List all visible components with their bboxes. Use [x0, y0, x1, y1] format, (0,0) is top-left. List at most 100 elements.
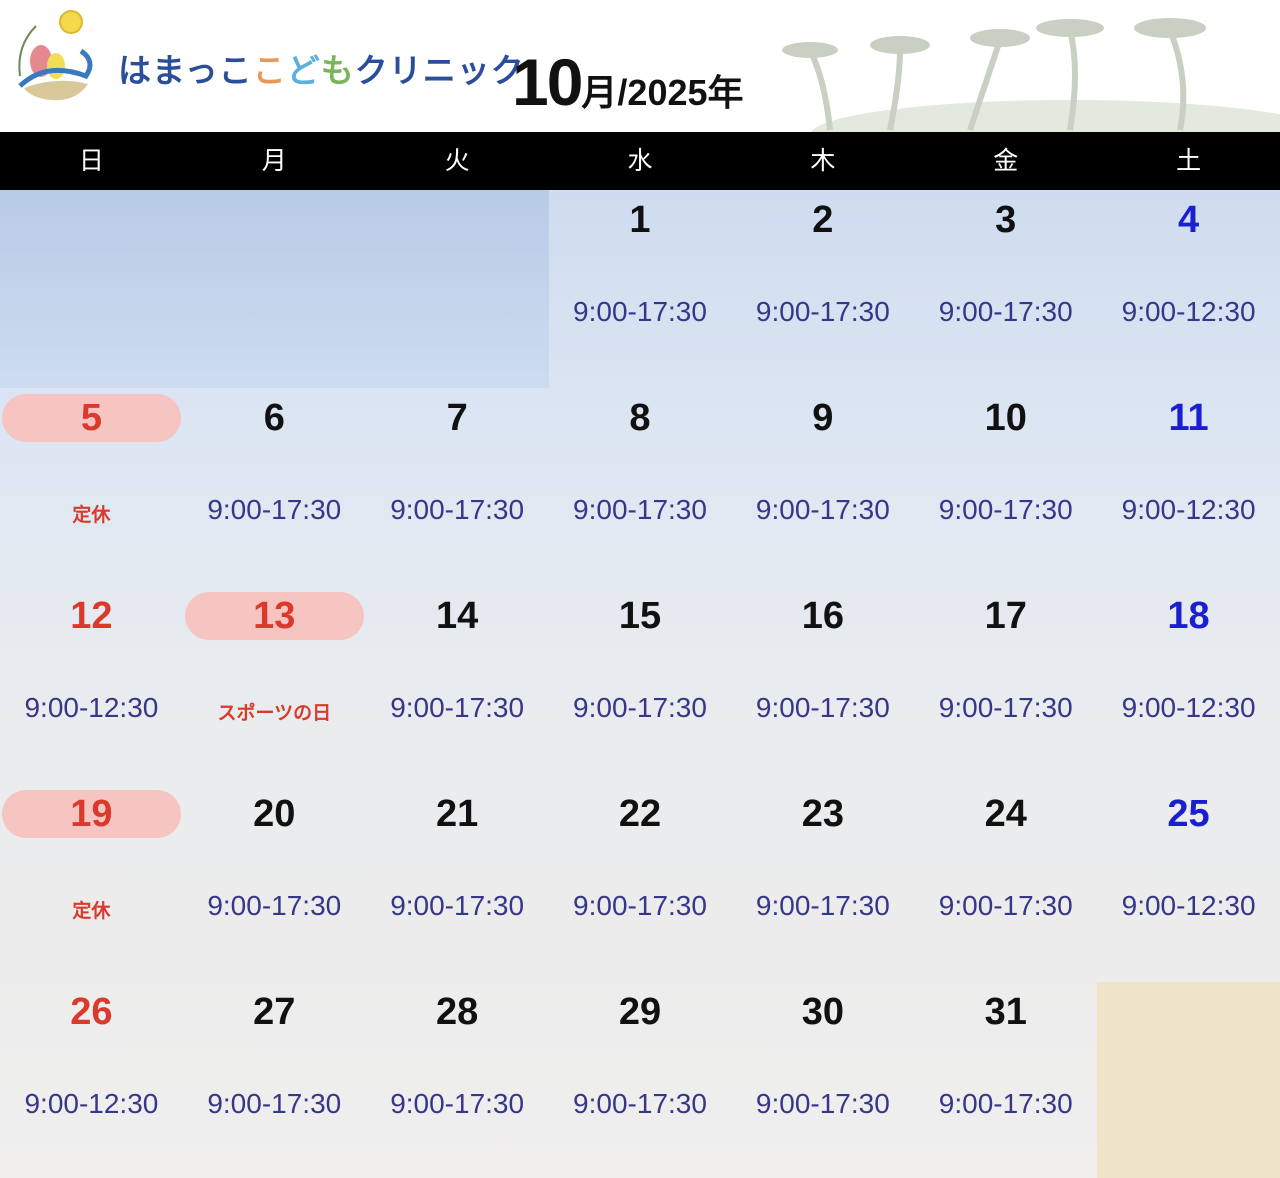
opening-hours: 9:00-12:30: [24, 692, 159, 723]
day-cell: 17 9:00-17:30: [914, 586, 1097, 784]
holiday-day-number: 19: [2, 790, 181, 838]
opening-hours: 9:00-12:30: [1121, 296, 1256, 327]
day-number: 7: [446, 397, 468, 439]
day-cell: 10 9:00-17:30: [914, 388, 1097, 586]
day-number: 2: [812, 199, 834, 241]
weekday-header-bar: 日月火水木金土: [0, 132, 1280, 190]
month-number: 10: [512, 45, 583, 119]
opening-hours: 9:00-17:30: [390, 890, 525, 921]
day-cell: 30 9:00-17:30: [731, 982, 914, 1178]
day-cell: 23 9:00-17:30: [731, 784, 914, 982]
day-number: 3: [995, 199, 1017, 241]
day-cell: 5 定休: [0, 388, 183, 586]
day-cell: 15 9:00-17:30: [549, 586, 732, 784]
opening-hours: 9:00-17:30: [207, 1088, 342, 1119]
day-number: 22: [618, 793, 662, 835]
year-label: 月/2025年: [581, 72, 744, 113]
day-number: 24: [984, 793, 1027, 835]
day-cell: 27 9:00-17:30: [183, 982, 366, 1178]
weekday-label: 日: [78, 146, 104, 175]
day-cell: 16 9:00-17:30: [731, 586, 914, 784]
day-cell: 29 9:00-17:30: [549, 982, 732, 1178]
opening-hours: 9:00-17:30: [390, 494, 525, 525]
calendar-header: はまっここどもクリニック 10月/2025年: [0, 0, 1280, 132]
day-number: 18: [1167, 595, 1210, 637]
clinic-name-part: クリニック: [354, 51, 525, 90]
day-cell: 14 9:00-17:30: [366, 586, 549, 784]
day-number: 17: [984, 595, 1027, 637]
opening-hours: 9:00-17:30: [755, 890, 890, 921]
day-number: 16: [801, 595, 844, 637]
day-number: 27: [253, 991, 296, 1033]
opening-hours: 9:00-17:30: [207, 890, 342, 921]
day-number: 9: [812, 397, 834, 439]
day-cell: 4 9:00-12:30: [1097, 190, 1280, 388]
opening-hours: 9:00-17:30: [938, 890, 1073, 921]
weekday-label: 金: [993, 146, 1019, 175]
opening-hours: 9:00-17:30: [938, 296, 1073, 327]
weekday-label: 水: [627, 146, 653, 175]
day-number: 10: [984, 397, 1027, 439]
opening-hours: 9:00-17:30: [938, 692, 1073, 723]
opening-hours: 9:00-17:30: [755, 692, 890, 723]
day-number: 29: [618, 991, 662, 1033]
day-number: 31: [984, 991, 1027, 1033]
day-cell: 31 9:00-17:30: [914, 982, 1097, 1178]
empty-day-cell: [0, 190, 183, 388]
opening-hours: 9:00-12:30: [24, 1088, 159, 1119]
day-cell: 18 9:00-12:30: [1097, 586, 1280, 784]
opening-hours: 9:00-17:30: [938, 1088, 1073, 1119]
closed-label: 定休: [72, 505, 111, 526]
day-number: 23: [801, 793, 844, 835]
weekday-label: 木: [810, 146, 836, 175]
closed-label: 定休: [72, 901, 111, 922]
opening-hours: 9:00-12:30: [1121, 890, 1256, 921]
opening-hours: 9:00-12:30: [1121, 692, 1256, 723]
opening-hours: 9:00-17:30: [755, 1088, 890, 1119]
day-number: 14: [435, 595, 479, 637]
opening-hours: 9:00-17:30: [390, 1088, 525, 1119]
palm-trees-illustration: [782, 18, 1280, 132]
day-number: 28: [435, 991, 479, 1033]
day-number: 25: [1167, 793, 1210, 835]
opening-hours: 9:00-17:30: [573, 890, 707, 921]
day-cell: 2 9:00-17:30: [731, 190, 914, 388]
day-number: 15: [618, 595, 662, 637]
day-cell: 24 9:00-17:30: [914, 784, 1097, 982]
clinic-name-part: ど: [286, 51, 321, 90]
day-number: 21: [435, 793, 479, 835]
day-number: 6: [263, 397, 285, 439]
day-number: 4: [1178, 199, 1200, 241]
day-cell: 25 9:00-12:30: [1097, 784, 1280, 982]
day-cell: 13 スポーツの日: [183, 586, 366, 784]
day-cell: 7 9:00-17:30: [366, 388, 549, 586]
opening-hours: 9:00-17:30: [573, 494, 707, 525]
opening-hours: 9:00-17:30: [938, 494, 1073, 525]
day-cell: 19 定休: [0, 784, 183, 982]
day-cell: 22 9:00-17:30: [549, 784, 732, 982]
day-cell: 3 9:00-17:30: [914, 190, 1097, 388]
day-cell: 26 9:00-12:30: [0, 982, 183, 1178]
day-cell: 9 9:00-17:30: [731, 388, 914, 586]
clinic-name: はまっここどもクリニック: [118, 44, 525, 92]
day-cell: 28 9:00-17:30: [366, 982, 549, 1178]
closed-label: スポーツの日: [217, 703, 332, 724]
day-cell: 11 9:00-12:30: [1097, 388, 1280, 586]
day-cell: 8 9:00-17:30: [549, 388, 732, 586]
weekday-label: 火: [444, 146, 470, 175]
opening-hours: 9:00-17:30: [573, 296, 707, 327]
day-number: 26: [70, 991, 113, 1033]
day-number: 8: [629, 397, 651, 439]
empty-day-cell: [182, 190, 366, 388]
opening-hours: 9:00-17:30: [207, 494, 342, 525]
clinic-name-part: も: [320, 51, 355, 90]
opening-hours: 9:00-17:30: [573, 1088, 707, 1119]
holiday-day-number: 5: [2, 394, 181, 442]
empty-day-cell: [365, 190, 549, 388]
day-number: 12: [70, 595, 113, 637]
day-cell: 21 9:00-17:30: [366, 784, 549, 982]
opening-hours: 9:00-17:30: [755, 296, 890, 327]
day-number: 30: [801, 991, 844, 1033]
calendar-grid: 1 9:00-17:30 2 9:00-17:30 3 9:00-17:30 4 9:00-1…: [0, 190, 1280, 1178]
day-cell: 20 9:00-17:30: [183, 784, 366, 982]
